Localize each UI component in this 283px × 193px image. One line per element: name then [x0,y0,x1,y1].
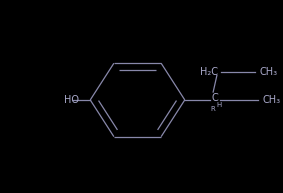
Text: CH₃: CH₃ [262,95,280,105]
Text: H₂C: H₂C [200,67,218,77]
Text: H: H [216,102,221,108]
Text: HO: HO [64,95,79,105]
Text: CH₃: CH₃ [260,67,278,77]
Text: C: C [212,93,218,103]
Text: R: R [211,106,216,112]
